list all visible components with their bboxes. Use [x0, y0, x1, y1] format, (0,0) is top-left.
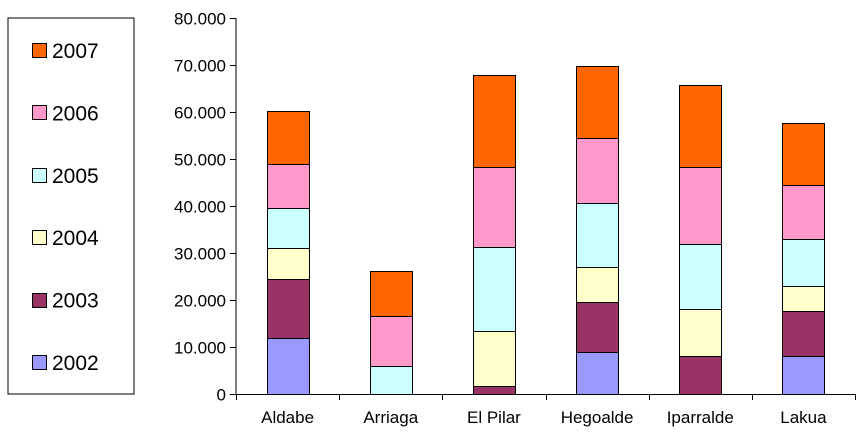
y-tick-label: 30.000 [174, 245, 226, 264]
legend-swatch [32, 230, 47, 245]
bar-segment [576, 203, 619, 268]
bar-segment [576, 138, 619, 204]
bar-segment [267, 164, 310, 209]
legend-swatch [32, 43, 47, 58]
x-tick-label: Lakua [780, 408, 827, 427]
y-tick-label: 60.000 [174, 104, 226, 123]
bar-segment [473, 75, 516, 168]
bar-segment [267, 279, 310, 339]
x-tick-label: El Pilar [467, 408, 521, 427]
y-tick-label: 20.000 [174, 292, 226, 311]
bar-segment [267, 111, 310, 165]
legend-frame [7, 17, 135, 395]
bar-segment [679, 356, 722, 395]
legend-swatch [32, 355, 47, 370]
legend-swatch [32, 168, 47, 183]
x-tick-label: Aldabe [261, 408, 314, 427]
bar-segment [782, 239, 825, 287]
bar-segment [473, 167, 516, 248]
bar-segment [782, 311, 825, 357]
bar-segment [679, 244, 722, 310]
y-tick-label: 80.000 [174, 10, 226, 29]
y-tick-label: 70.000 [174, 57, 226, 76]
bar-segment [370, 316, 413, 367]
x-tick-label: Arriaga [363, 408, 418, 427]
bar-segment [576, 302, 619, 353]
y-tick-label: 10.000 [174, 339, 226, 358]
y-tick-label: 0 [217, 386, 226, 405]
bar-segment [782, 123, 825, 186]
y-tick-label: 50.000 [174, 151, 226, 170]
legend-label: 2003 [52, 290, 99, 313]
x-tick-label: Hegoalde [561, 408, 634, 427]
bar-segment [267, 338, 310, 395]
legend: 2007 2006 2005 2004 2003 2002 [7, 17, 135, 395]
legend-label: 2007 [52, 40, 99, 63]
bar-segment [473, 331, 516, 387]
bar-segment [576, 66, 619, 139]
legend-label: 2005 [52, 165, 99, 188]
bar-segment [473, 247, 516, 332]
bar-segment [782, 356, 825, 395]
bar-segment [370, 366, 413, 395]
bar-segment [267, 208, 310, 249]
legend-label: 2004 [52, 227, 99, 250]
bar-segment [267, 248, 310, 280]
legend-label: 2002 [52, 352, 99, 375]
axes: 0 10.000 20.000 30.000 40.000 50.000 60.000 70.… [174, 10, 856, 427]
bar-segment [473, 386, 516, 395]
bar-segment [370, 271, 413, 317]
bar-segment [782, 286, 825, 312]
legend-label: 2006 [52, 102, 99, 125]
x-tick-label: Iparralde [667, 408, 734, 427]
bar-segment [576, 267, 619, 303]
bar-segment [679, 85, 722, 168]
legend-swatch [32, 293, 47, 308]
bar-segment [576, 352, 619, 395]
bar-segment [679, 167, 722, 245]
bars [267, 66, 825, 395]
legend-swatch [32, 105, 47, 120]
y-tick-label: 40.000 [174, 198, 226, 217]
bar-segment [679, 309, 722, 357]
bar-segment [782, 185, 825, 240]
